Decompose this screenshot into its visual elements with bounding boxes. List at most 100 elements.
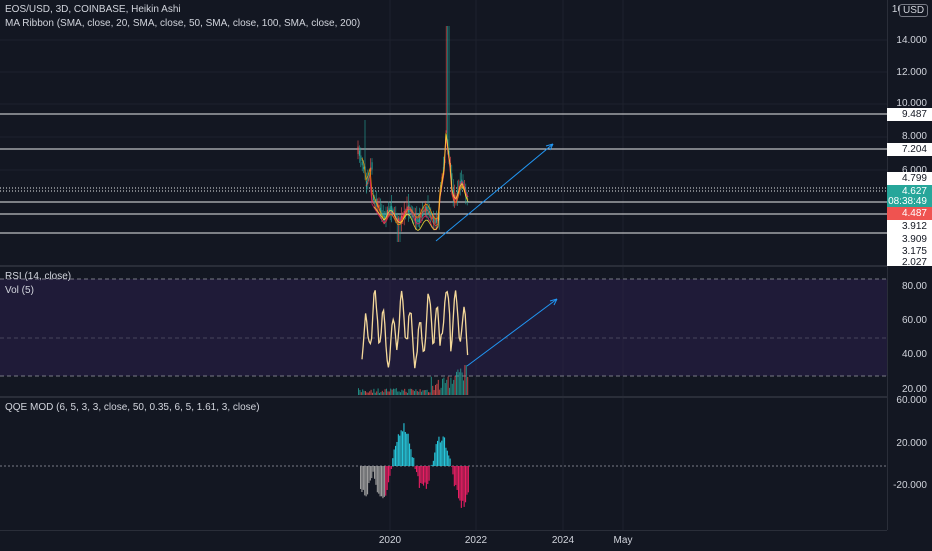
qqe-bar <box>443 436 444 466</box>
qqe-bar <box>417 466 418 476</box>
qqe-bar <box>378 466 379 494</box>
time-axis[interactable]: 2020 2022 2024 May <box>0 530 887 551</box>
volume-bar <box>410 389 411 395</box>
qqe-bar <box>448 455 449 466</box>
level-tag-4799[interactable]: 4.799 <box>887 172 932 185</box>
volume-bar <box>371 390 372 395</box>
qqe-bar <box>377 466 378 492</box>
volume-bar <box>438 380 439 395</box>
volume-bar <box>452 384 453 395</box>
qqe-bar <box>399 436 400 466</box>
volume-bar <box>415 389 416 395</box>
volume-bar <box>408 389 409 395</box>
qqe-bar <box>368 466 369 483</box>
level-tag-9487[interactable]: 9.487 <box>887 108 932 121</box>
volume-bar <box>364 391 365 395</box>
qqe-legend[interactable]: QQE MOD (6, 5, 3, 3, close, 50, 0.35, 6,… <box>5 402 260 413</box>
qqe-bar <box>395 446 396 466</box>
rsi-legend[interactable]: RSI (14, close) <box>5 271 71 282</box>
volume-bar <box>369 391 370 395</box>
volume-bar <box>420 389 421 395</box>
level-tag-2027[interactable]: 2.027 <box>887 257 932 266</box>
qqe-bar <box>380 466 381 496</box>
volume-bar <box>366 392 367 395</box>
qqe-bar <box>420 466 421 483</box>
red-level-tag[interactable]: 4.487 <box>887 207 932 220</box>
candle-body <box>360 155 361 160</box>
qqe-bar <box>370 466 371 481</box>
candle-body <box>372 162 373 169</box>
volume-bar <box>427 390 428 395</box>
volume-bar <box>448 377 449 395</box>
volume-bar <box>358 388 359 395</box>
vol-legend[interactable]: Vol (5) <box>5 285 34 296</box>
qqe-bar <box>394 449 395 466</box>
level-tag-3912[interactable]: 3.912 <box>887 220 932 233</box>
volume-bar <box>399 391 400 395</box>
qqe-tick: 60.000 <box>896 395 927 406</box>
level-tag-7204[interactable]: 7.204 <box>887 143 932 156</box>
qqe-bar <box>384 466 385 497</box>
rsi-panel <box>0 279 887 376</box>
ma-ribbon-legend[interactable]: MA Ribbon (SMA, close, 20, SMA, close, 5… <box>5 18 360 29</box>
qqe-bar <box>374 466 375 479</box>
volume-bar <box>394 389 395 395</box>
volume-bar <box>359 390 360 395</box>
volume-bar <box>446 380 447 395</box>
volume-bar <box>455 376 456 395</box>
qqe-bar <box>415 466 416 469</box>
qqe-bar <box>462 466 463 501</box>
qqe-bar <box>413 458 414 466</box>
volume-bar <box>407 393 408 395</box>
currency-button[interactable]: USD <box>899 4 928 17</box>
qqe-bar <box>437 441 438 466</box>
volume-bar <box>393 389 394 395</box>
qqe-bar <box>391 466 392 469</box>
time-label: 2022 <box>465 535 487 546</box>
volume-bar <box>462 372 463 395</box>
qqe-bar <box>381 466 382 496</box>
volume-bar <box>390 389 391 395</box>
qqe-bar <box>438 437 439 466</box>
volume-bar <box>460 369 461 395</box>
rsi-tick: 60.00 <box>902 315 927 326</box>
candlesticks <box>358 26 468 242</box>
qqe-bar <box>441 441 442 466</box>
qqe-bar <box>436 444 437 466</box>
volume-bar <box>376 391 377 395</box>
qqe-bar <box>367 466 368 494</box>
qqe-bar <box>405 432 406 466</box>
qqe-bar <box>410 449 411 466</box>
volume-bar <box>401 390 402 395</box>
qqe-bar <box>424 466 425 483</box>
volume-bar <box>442 379 443 395</box>
qqe-bar <box>396 442 397 466</box>
volume-bar <box>396 388 397 395</box>
time-label: May <box>614 535 633 546</box>
qqe-bar <box>461 466 462 508</box>
volume-bar <box>443 378 444 395</box>
qqe-bar <box>363 466 364 490</box>
volume-bar <box>379 393 380 395</box>
qqe-bar <box>444 437 445 466</box>
candle-body <box>362 162 363 165</box>
volume-bar <box>385 389 386 395</box>
chart-canvas[interactable] <box>0 0 887 530</box>
qqe-bar <box>440 442 441 466</box>
symbol-legend[interactable]: EOS/USD, 3D, COINBASE, Heikin Ashi <box>5 4 181 15</box>
candle-body <box>359 151 360 156</box>
volume-bar <box>386 389 387 395</box>
volume-bar <box>467 377 468 395</box>
time-label: 2024 <box>552 535 574 546</box>
volume-bar <box>435 385 436 395</box>
volume-bar <box>459 372 460 395</box>
qqe-bar <box>466 466 467 495</box>
volume-bar <box>361 392 362 395</box>
volume-bar <box>403 391 404 395</box>
qqe-bar <box>412 457 413 466</box>
qqe-bar <box>423 466 424 486</box>
qqe-bar <box>459 466 460 501</box>
qqe-bar <box>402 431 403 466</box>
volume-bar <box>400 392 401 395</box>
qqe-bar <box>427 466 428 484</box>
